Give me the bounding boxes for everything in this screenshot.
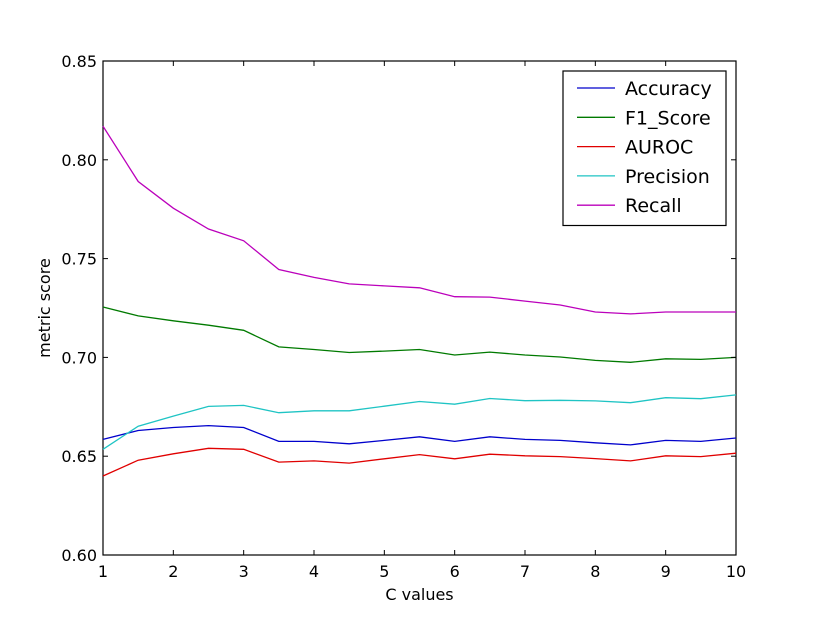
legend-label: Accuracy bbox=[625, 78, 712, 100]
x-axis-label: C values bbox=[385, 585, 453, 604]
legend-label: Precision bbox=[625, 166, 710, 188]
y-tick-label: 0.60 bbox=[61, 546, 97, 565]
y-tick-label: 0.70 bbox=[61, 348, 97, 367]
legend-label: AUROC bbox=[625, 137, 693, 159]
series-line-precision bbox=[102, 394, 737, 450]
legend-frame bbox=[562, 70, 727, 227]
series-line-accuracy bbox=[102, 424, 737, 446]
legend-label: Recall bbox=[625, 195, 682, 217]
y-axis-label: metric score bbox=[35, 258, 54, 358]
x-tick-label: 3 bbox=[239, 562, 249, 581]
y-tick-label: 0.65 bbox=[61, 447, 97, 466]
series-line-recall bbox=[102, 125, 736, 315]
series-layer bbox=[102, 125, 737, 477]
x-tick-label: 9 bbox=[661, 562, 671, 581]
y-tick-label: 0.80 bbox=[61, 151, 97, 170]
series-line-auroc bbox=[102, 447, 737, 477]
series-line-f1-score bbox=[102, 306, 737, 363]
x-tick-label: 2 bbox=[168, 562, 178, 581]
x-tick-label: 4 bbox=[309, 562, 319, 581]
tick-layer: 1 2 3 4 5 6 7 8 9 10 0.60 0.65 0.70 0.75 0.80 0.85 bbox=[61, 52, 746, 581]
x-tick-label: 1 bbox=[98, 562, 108, 581]
y-tick-label: 0.75 bbox=[61, 250, 97, 269]
x-tick-label: 10 bbox=[726, 562, 746, 581]
legend-label: F1_Score bbox=[625, 107, 711, 129]
x-tick-label: 5 bbox=[379, 562, 389, 581]
x-tick-label: 7 bbox=[520, 562, 530, 581]
x-tick-label: 8 bbox=[590, 562, 600, 581]
y-tick-label: 0.85 bbox=[61, 52, 97, 71]
x-tick-label: 6 bbox=[450, 562, 460, 581]
legend: Accuracy F1_Score AUROC Precision Recall bbox=[562, 70, 727, 227]
